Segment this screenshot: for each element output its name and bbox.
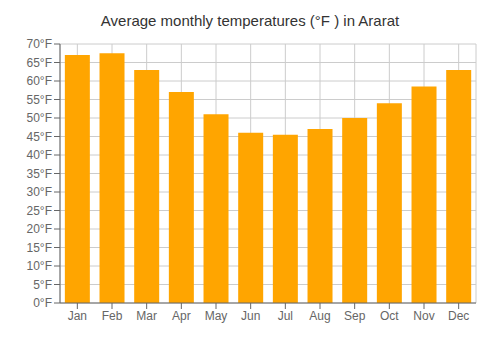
svg-text:Aug: Aug xyxy=(309,309,330,323)
html-text:Average monthly temperatures (: Average monthly temperatures (°F ) in Ar… xyxy=(100,12,400,29)
svg-text:60°F: 60°F xyxy=(27,74,52,88)
svg-text:5°F: 5°F xyxy=(33,278,52,292)
svg-text:50°F: 50°F xyxy=(27,111,52,125)
svg-text:45°F: 45°F xyxy=(27,130,52,144)
svg-text:Jun: Jun xyxy=(241,309,260,323)
svg-text:25°F: 25°F xyxy=(27,204,52,218)
svg-text:0°F: 0°F xyxy=(33,296,52,310)
svg-text:15°F: 15°F xyxy=(27,241,52,255)
svg-text:Mar: Mar xyxy=(136,309,157,323)
svg-text:Nov: Nov xyxy=(413,309,434,323)
svg-text:Dec: Dec xyxy=(448,309,469,323)
svg-text:Jan: Jan xyxy=(68,309,87,323)
svg-text:Apr: Apr xyxy=(172,309,191,323)
svg-text:70°F: 70°F xyxy=(27,37,52,51)
svg-text:30°F: 30°F xyxy=(27,185,52,199)
svg-text:May: May xyxy=(205,309,228,323)
svg-text:Jul: Jul xyxy=(278,309,293,323)
svg-text:Feb: Feb xyxy=(102,309,123,323)
svg-text:10°F: 10°F xyxy=(27,259,52,273)
svg-text:20°F: 20°F xyxy=(27,222,52,236)
svg-text:65°F: 65°F xyxy=(27,56,52,70)
svg-text:35°F: 35°F xyxy=(27,167,52,181)
svg-text:Sep: Sep xyxy=(344,309,366,323)
svg-text:40°F: 40°F xyxy=(27,148,52,162)
svg-text:55°F: 55°F xyxy=(27,93,52,107)
svg-text:Oct: Oct xyxy=(380,309,399,323)
